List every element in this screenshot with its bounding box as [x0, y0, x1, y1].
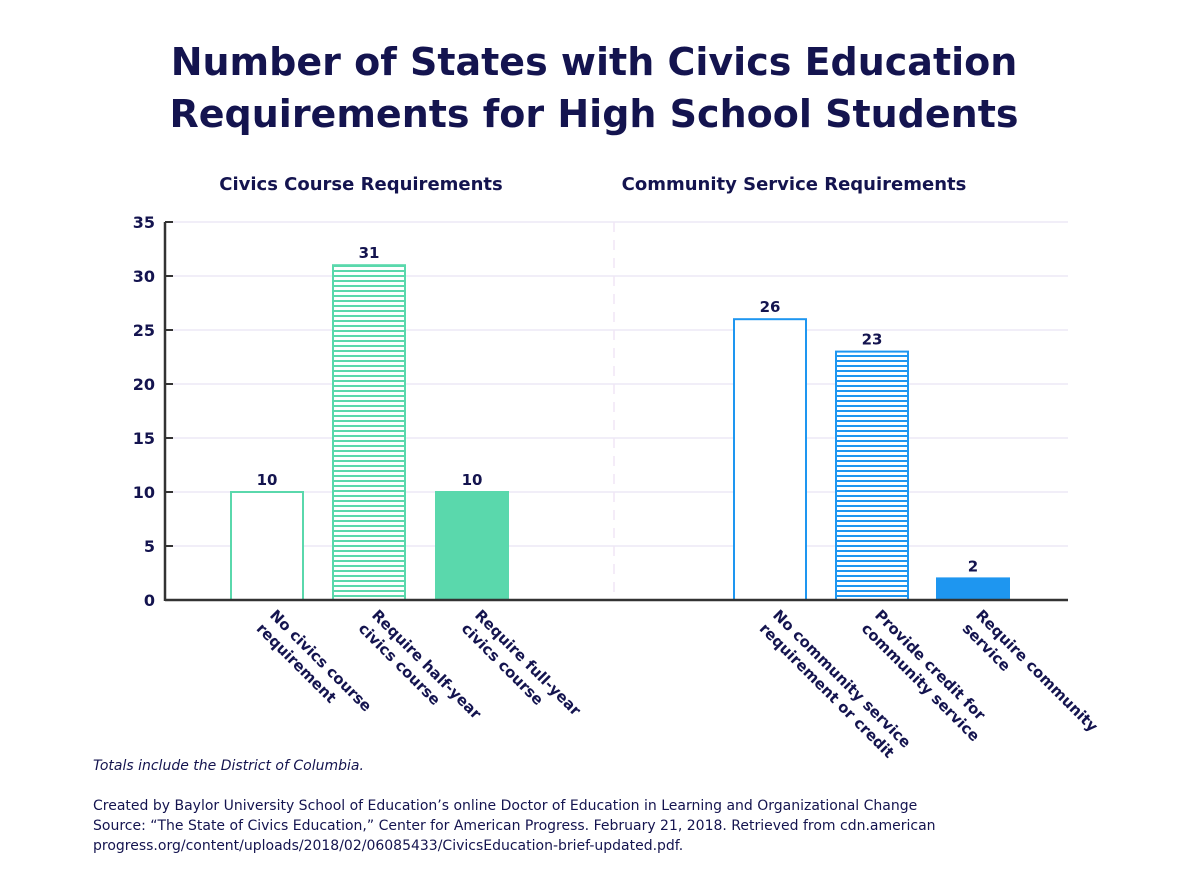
panel-subtitle: Community Service Requirements: [622, 174, 967, 195]
credit-line: Source: “The State of Civics Education,”…: [93, 818, 936, 834]
x-tick-label: Require communityservice: [959, 606, 1102, 749]
data-label: 26: [760, 298, 781, 316]
footnote: Totals include the District of Columbia.: [93, 758, 364, 774]
y-tick-label: 15: [133, 429, 155, 448]
y-tick-label: 35: [133, 213, 155, 232]
chart-title-line: Requirements for High School Students: [169, 92, 1019, 136]
bar: [936, 577, 1010, 602]
data-label: 10: [462, 471, 483, 489]
data-label: 2: [968, 557, 978, 575]
x-tick-label: No civics courserequirement: [253, 606, 376, 729]
y-tick-label: 30: [133, 267, 155, 286]
panel-subtitle: Civics Course Requirements: [219, 174, 503, 195]
credit-text: Created by Baylor University School of E…: [93, 796, 936, 856]
data-label: 23: [862, 331, 883, 349]
bar: [435, 491, 509, 601]
y-tick-label: 5: [144, 537, 155, 556]
x-tick-label-line: Require community: [972, 606, 1102, 736]
bar: [733, 318, 807, 601]
bar: [835, 350, 909, 601]
y-tick-label: 0: [144, 591, 155, 610]
x-tick-label-line: Require full-year: [471, 606, 585, 720]
y-tick-label: 20: [133, 375, 155, 394]
data-label: 31: [359, 244, 380, 262]
bar: [230, 491, 304, 601]
credit-line: progress.org/content/uploads/2018/02/060…: [93, 838, 684, 854]
credit-line: Created by Baylor University School of E…: [93, 798, 918, 814]
bar: [332, 264, 406, 601]
data-label: 10: [257, 471, 278, 489]
chart-title: Number of States with Civics Education R…: [0, 36, 1188, 140]
chart-title-line: Number of States with Civics Education: [170, 40, 1018, 84]
y-tick-label: 10: [133, 483, 155, 502]
y-tick-label: 25: [133, 321, 155, 340]
